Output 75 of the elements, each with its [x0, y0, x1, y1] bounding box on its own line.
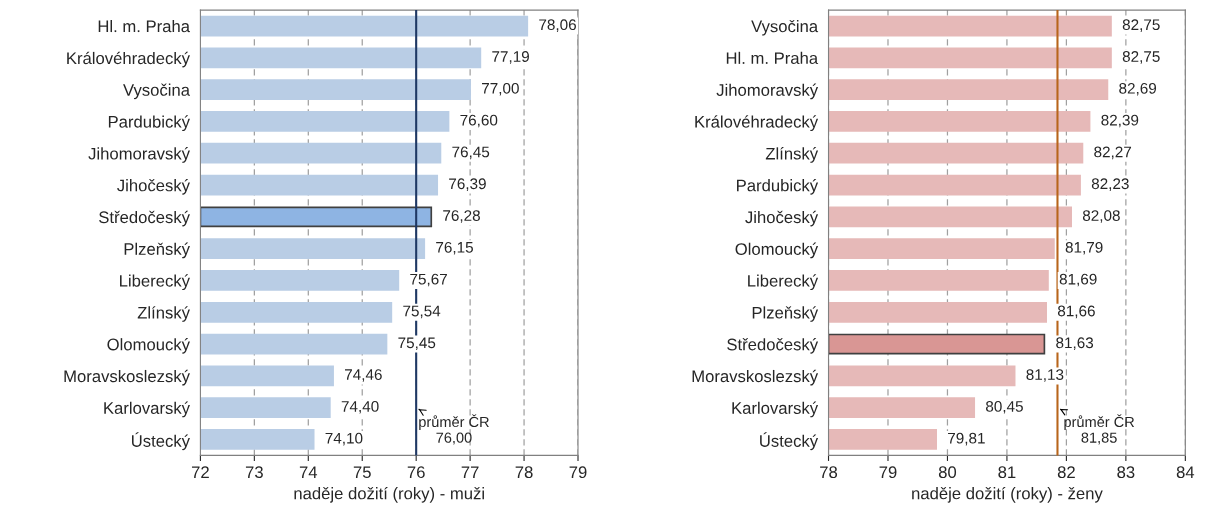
x-tick-label: 78 [820, 466, 838, 479]
x-tick-label: 78 [515, 466, 533, 479]
x-tick-label: 75 [353, 466, 371, 479]
y-tick-label: Plzeňský [124, 242, 190, 259]
y-tick-label: Pardubický [108, 115, 190, 132]
y-tick-label: Pardubický [737, 178, 819, 195]
data-label: 79,81 [948, 432, 985, 446]
y-tick-label: Liberecký [748, 274, 819, 291]
data-label: 82,23 [1091, 178, 1129, 191]
y-tick-label: Karlovarský [104, 401, 190, 418]
data-label: 76,39 [449, 178, 486, 191]
data-label: 81,79 [1065, 241, 1103, 255]
data-label: 74,46 [345, 369, 382, 382]
x-axis-title: naděje dožití (roky) - muži [294, 486, 484, 503]
data-label: 75,67 [410, 273, 447, 287]
x-axis-title: naděje dožití (roky) - ženy [912, 486, 1103, 503]
y-tick-label: Středočeský [727, 337, 819, 354]
x-tick-label: 84 [1176, 466, 1195, 479]
x-tick-label: 72 [191, 466, 209, 478]
x-tick-label: 83 [1117, 466, 1135, 479]
data-label: 81,63 [1056, 337, 1094, 350]
data-label: 81,66 [1057, 305, 1095, 319]
y-tick-label: Jihočeský [117, 178, 190, 195]
y-tick-label: Hl. m. Praha [726, 51, 819, 65]
data-label: 75,54 [403, 305, 441, 319]
x-tick-label: 73 [245, 466, 263, 479]
x-tick-label: 82 [1057, 466, 1075, 479]
ref-line-label: průměr ČR 81,85 [1064, 414, 1135, 445]
y-tick-label: Hl. m. Praha [98, 19, 190, 33]
x-tick-label: 77 [461, 466, 479, 478]
y-tick-label: Středočeský [99, 210, 190, 227]
y-tick-label: Karlovarský [732, 401, 819, 418]
data-label: 76,28 [443, 210, 480, 223]
y-tick-label: Jihomoravský [716, 83, 819, 100]
y-tick-label: Jihomoravský [88, 147, 190, 163]
y-tick-label: Plzeňský [752, 306, 819, 322]
data-label: 81,13 [1026, 369, 1064, 382]
y-tick-label: Moravskoslezský [692, 369, 819, 386]
data-label: 82,75 [1122, 19, 1160, 32]
data-label: 76,15 [436, 241, 473, 255]
data-label: 82,27 [1094, 146, 1132, 160]
y-tick-label: Zlínský [765, 147, 819, 163]
y-tick-label: Ústecký [760, 432, 819, 451]
y-tick-label: Moravskoslezský [64, 369, 190, 386]
data-label: 82,75 [1122, 51, 1160, 64]
data-label: 76,60 [460, 114, 498, 128]
x-tick-label: 80 [938, 466, 957, 479]
y-tick-label: Vysočina [751, 19, 819, 36]
x-tick-label: 79 [569, 466, 587, 479]
y-tick-label: Vysočina [123, 83, 190, 100]
y-tick-label: Ústecký [132, 432, 190, 451]
data-label: 75,45 [398, 337, 436, 350]
x-tick-label: 74 [299, 466, 318, 478]
data-label: 74,40 [341, 400, 379, 414]
y-tick-label: Jihočeský [745, 210, 819, 227]
data-label: 78,06 [539, 19, 576, 32]
y-tick-label: Liberecký [120, 274, 190, 291]
y-tick-label: Olomoucký [107, 337, 190, 354]
data-label: 76,45 [452, 146, 490, 160]
data-label: 80,45 [985, 400, 1023, 414]
data-label: 77,00 [482, 82, 519, 96]
data-label: 82,08 [1082, 210, 1120, 223]
ref-line-label: průměr ČR 76,00 [419, 414, 489, 445]
data-label: 74,10 [325, 432, 363, 446]
x-tick-label: 76 [407, 466, 425, 479]
y-tick-label: Zlínský [137, 306, 190, 322]
y-tick-label: Olomoucký [735, 242, 819, 259]
data-label: 81,69 [1059, 273, 1097, 287]
y-tick-label: Královéhradecký [67, 51, 190, 68]
data-label: 82,69 [1119, 82, 1157, 96]
y-tick-label: Královéhradecký [695, 115, 819, 132]
data-label: 82,39 [1101, 114, 1139, 128]
x-tick-label: 81 [998, 466, 1016, 479]
data-label: 77,19 [492, 51, 529, 64]
x-tick-label: 79 [879, 466, 897, 479]
